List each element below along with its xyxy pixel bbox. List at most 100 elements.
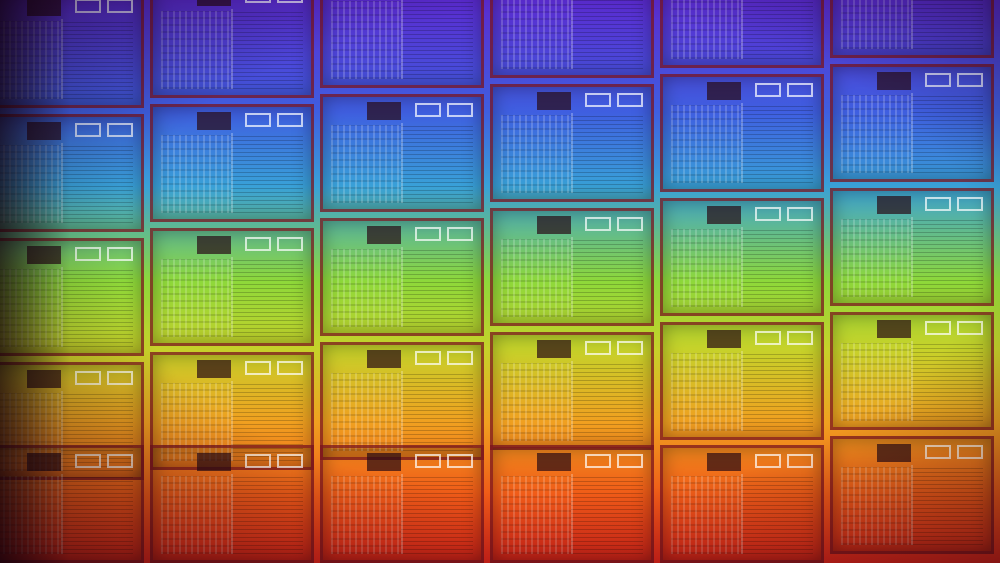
pad-light xyxy=(617,217,643,231)
block-left xyxy=(331,125,401,203)
pad-light xyxy=(75,371,101,385)
pad-dark xyxy=(877,72,911,90)
pad-light xyxy=(617,341,643,355)
pad-light xyxy=(787,207,813,221)
pad-dark xyxy=(197,0,231,6)
pad-light xyxy=(585,341,611,355)
die xyxy=(490,208,654,326)
block-left xyxy=(841,95,911,173)
pad-dark xyxy=(537,92,571,110)
block-right xyxy=(741,0,813,59)
block-left xyxy=(501,115,571,193)
pad-dark xyxy=(197,360,231,378)
die xyxy=(320,342,484,460)
die xyxy=(490,84,654,202)
pad-light xyxy=(415,103,441,117)
block-right xyxy=(911,93,983,173)
pad-dark xyxy=(877,444,911,462)
block-right xyxy=(231,133,303,213)
die xyxy=(150,0,314,98)
block-right xyxy=(571,361,643,441)
pad-light xyxy=(925,445,951,459)
pad-light xyxy=(415,454,441,468)
block-right xyxy=(571,0,643,69)
pad-light xyxy=(617,93,643,107)
block-right xyxy=(741,227,813,307)
pad-light xyxy=(415,351,441,365)
block-right xyxy=(571,113,643,193)
block-left xyxy=(841,0,911,49)
pad-dark xyxy=(367,102,401,120)
pad-light xyxy=(585,217,611,231)
pad-dark xyxy=(707,82,741,100)
pad-light xyxy=(107,454,133,468)
block-right xyxy=(61,267,133,347)
pad-light xyxy=(277,454,303,468)
block-right xyxy=(911,341,983,421)
pad-light xyxy=(245,454,271,468)
pad-light xyxy=(447,227,473,241)
die xyxy=(660,74,824,192)
pad-dark xyxy=(197,112,231,130)
pad-dark xyxy=(27,246,61,264)
pad-dark xyxy=(707,206,741,224)
block-right xyxy=(911,465,983,545)
pad-light xyxy=(277,237,303,251)
pad-light xyxy=(75,454,101,468)
pad-light xyxy=(447,103,473,117)
pad-dark xyxy=(537,340,571,358)
pad-light xyxy=(75,0,101,13)
block-left xyxy=(0,476,61,554)
pad-dark xyxy=(707,453,741,471)
die xyxy=(830,0,994,58)
pad-light xyxy=(277,0,303,3)
pad-light xyxy=(617,454,643,468)
pad-light xyxy=(755,331,781,345)
block-right xyxy=(401,371,473,451)
die xyxy=(150,104,314,222)
block-right xyxy=(741,351,813,431)
block-right xyxy=(61,474,133,554)
die xyxy=(0,445,144,563)
pad-light xyxy=(925,73,951,87)
die xyxy=(150,228,314,346)
die xyxy=(0,238,144,356)
block-right xyxy=(571,237,643,317)
pad-dark xyxy=(367,350,401,368)
block-left xyxy=(331,476,401,554)
pad-light xyxy=(585,454,611,468)
pad-light xyxy=(245,0,271,3)
pad-light xyxy=(277,113,303,127)
pad-dark xyxy=(27,370,61,388)
pad-dark xyxy=(537,216,571,234)
block-left xyxy=(331,373,401,451)
block-left xyxy=(671,0,741,59)
block-right xyxy=(741,474,813,554)
block-left xyxy=(161,11,231,89)
pad-light xyxy=(245,361,271,375)
die xyxy=(0,0,144,108)
block-left xyxy=(501,239,571,317)
block-right xyxy=(911,217,983,297)
die xyxy=(490,0,654,78)
block-right xyxy=(741,103,813,183)
block-right xyxy=(401,0,473,79)
pad-dark xyxy=(27,122,61,140)
pad-dark xyxy=(877,320,911,338)
block-right xyxy=(61,19,133,99)
die xyxy=(320,218,484,336)
block-left xyxy=(671,229,741,307)
die xyxy=(660,0,824,68)
pad-dark xyxy=(367,453,401,471)
pad-light xyxy=(245,237,271,251)
block-left xyxy=(841,219,911,297)
block-left xyxy=(0,145,61,223)
die xyxy=(320,94,484,212)
block-left xyxy=(331,1,401,79)
block-left xyxy=(501,363,571,441)
block-right xyxy=(61,143,133,223)
pad-dark xyxy=(367,226,401,244)
pad-light xyxy=(957,73,983,87)
block-left xyxy=(841,467,911,545)
pad-dark xyxy=(877,196,911,214)
